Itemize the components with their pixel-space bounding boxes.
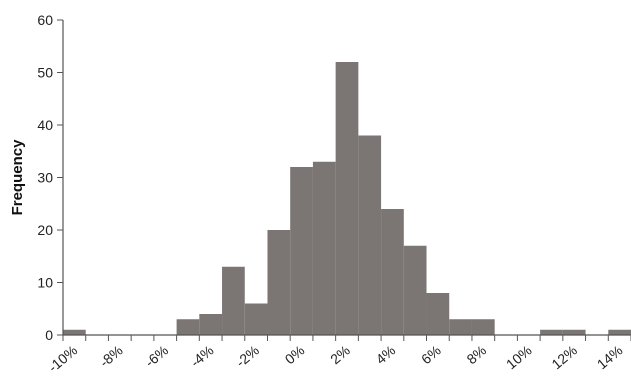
x-tick-label: -6%	[142, 342, 171, 370]
histogram-bar	[608, 329, 631, 335]
histogram-bar	[244, 303, 268, 335]
x-tick-label: 10%	[503, 342, 535, 372]
histogram-bar	[267, 230, 291, 335]
y-axis-ticks: 0 10 20 30 40 50 60	[37, 12, 63, 343]
y-tick-label: 40	[37, 117, 53, 133]
y-tick-label: 10	[37, 275, 53, 291]
histogram-bar	[426, 293, 450, 335]
histogram-bar	[358, 135, 382, 335]
x-axis-ticks: -10% -8% -6% -4% -2% 0% 2% 4% 6% 8% 10% 12% 14%	[45, 335, 631, 375]
x-tick-label: 14%	[594, 342, 626, 372]
histogram-bar	[403, 245, 427, 335]
histogram-bar	[199, 314, 223, 335]
histogram-bar	[312, 161, 336, 335]
x-tick-label: 4%	[373, 342, 399, 367]
x-tick-label: 6%	[418, 342, 444, 367]
histogram-bar	[449, 319, 472, 335]
histogram-bar	[290, 167, 313, 335]
x-tick-label: -4%	[187, 342, 216, 370]
x-tick-label: -10%	[45, 342, 80, 375]
histogram-bars	[63, 62, 631, 335]
x-tick-label: -8%	[96, 342, 125, 370]
x-tick-label: 2%	[327, 342, 353, 367]
histogram-bar	[562, 329, 586, 335]
histogram-bar	[381, 209, 404, 335]
y-tick-label: 30	[37, 170, 53, 186]
histogram-bar	[540, 329, 563, 335]
y-tick-label: 0	[45, 327, 53, 343]
histogram-bar	[222, 266, 245, 335]
y-tick-label: 50	[37, 65, 53, 81]
x-tick-label: 0%	[282, 342, 308, 367]
histogram-bar	[176, 319, 200, 335]
histogram-bar	[471, 319, 495, 335]
x-tick-label: 12%	[548, 342, 580, 372]
x-tick-label: -2%	[233, 342, 262, 370]
histogram-bar	[63, 329, 86, 335]
histogram-bar	[335, 62, 359, 335]
y-tick-label: 20	[37, 222, 53, 238]
y-tick-label: 60	[37, 12, 53, 28]
x-tick-label: 8%	[463, 342, 489, 367]
y-axis-label: Frequency	[9, 139, 26, 216]
